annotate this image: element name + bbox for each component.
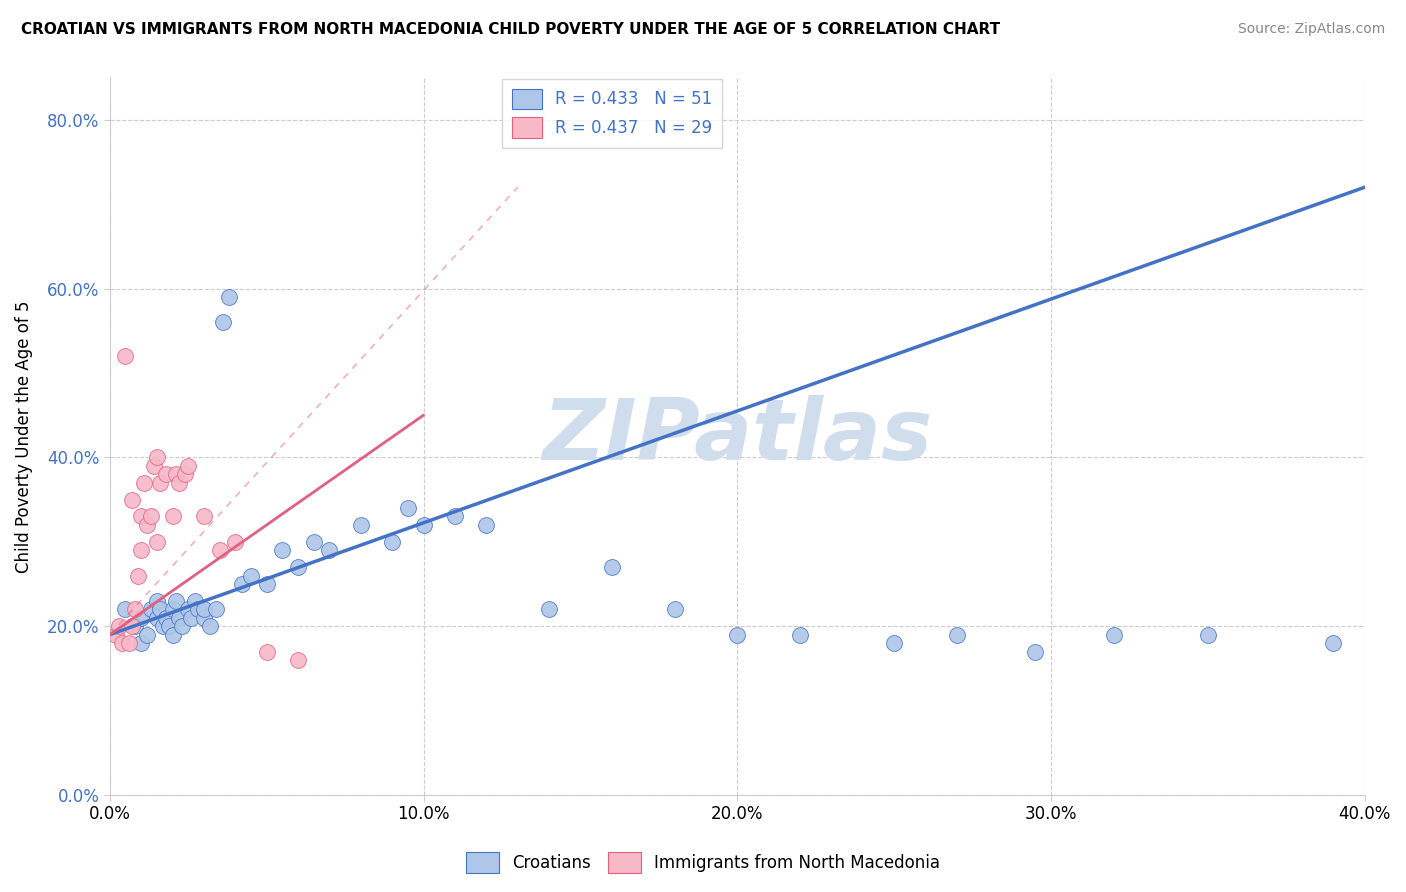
Point bbox=[108, 619, 131, 633]
Point bbox=[162, 627, 184, 641]
Point bbox=[121, 492, 143, 507]
Point bbox=[146, 611, 169, 625]
Point bbox=[475, 517, 498, 532]
Point bbox=[146, 450, 169, 465]
Point bbox=[136, 517, 159, 532]
Legend: R = 0.433   N = 51, R = 0.437   N = 29: R = 0.433 N = 51, R = 0.437 N = 29 bbox=[502, 78, 723, 147]
Point bbox=[200, 619, 222, 633]
Point bbox=[149, 602, 172, 616]
Point bbox=[155, 611, 177, 625]
Point bbox=[139, 509, 162, 524]
Point bbox=[114, 602, 136, 616]
Point bbox=[193, 509, 215, 524]
Point bbox=[208, 543, 231, 558]
Point bbox=[177, 458, 200, 473]
Point bbox=[114, 349, 136, 363]
Point bbox=[117, 636, 139, 650]
Legend: Croatians, Immigrants from North Macedonia: Croatians, Immigrants from North Macedon… bbox=[458, 846, 948, 880]
Point bbox=[129, 543, 152, 558]
Point bbox=[187, 602, 209, 616]
Point bbox=[124, 602, 146, 616]
Point bbox=[271, 543, 294, 558]
Point bbox=[396, 501, 419, 516]
Point bbox=[444, 509, 467, 524]
Point bbox=[183, 594, 205, 608]
Point bbox=[157, 619, 180, 633]
Point bbox=[318, 543, 340, 558]
Point bbox=[1197, 627, 1219, 641]
Point bbox=[1102, 627, 1125, 641]
Point bbox=[946, 627, 969, 641]
Point bbox=[129, 509, 152, 524]
Point bbox=[105, 627, 128, 641]
Point bbox=[167, 475, 190, 490]
Point bbox=[124, 619, 146, 633]
Point bbox=[789, 627, 811, 641]
Point bbox=[134, 475, 156, 490]
Point bbox=[146, 594, 169, 608]
Text: ZIPatlas: ZIPatlas bbox=[543, 395, 932, 478]
Point bbox=[174, 467, 197, 482]
Point bbox=[121, 619, 143, 633]
Point bbox=[240, 568, 263, 582]
Point bbox=[180, 611, 202, 625]
Point bbox=[664, 602, 686, 616]
Point bbox=[149, 475, 172, 490]
Point bbox=[381, 534, 404, 549]
Point bbox=[256, 577, 278, 591]
Point bbox=[152, 619, 174, 633]
Point bbox=[167, 611, 190, 625]
Point bbox=[205, 602, 228, 616]
Point bbox=[165, 594, 187, 608]
Point bbox=[600, 560, 623, 574]
Y-axis label: Child Poverty Under the Age of 5: Child Poverty Under the Age of 5 bbox=[15, 300, 32, 573]
Point bbox=[211, 315, 233, 329]
Point bbox=[224, 534, 246, 549]
Point bbox=[165, 467, 187, 482]
Point bbox=[111, 636, 134, 650]
Point bbox=[1024, 644, 1046, 658]
Point bbox=[129, 611, 152, 625]
Point bbox=[538, 602, 561, 616]
Point bbox=[142, 458, 165, 473]
Point bbox=[193, 602, 215, 616]
Point bbox=[139, 602, 162, 616]
Point bbox=[287, 653, 309, 667]
Point bbox=[218, 290, 240, 304]
Point bbox=[155, 467, 177, 482]
Point bbox=[127, 568, 149, 582]
Point bbox=[170, 619, 193, 633]
Point bbox=[412, 517, 434, 532]
Point bbox=[129, 636, 152, 650]
Point bbox=[725, 627, 748, 641]
Point bbox=[287, 560, 309, 574]
Point bbox=[162, 602, 184, 616]
Point bbox=[302, 534, 325, 549]
Point bbox=[256, 644, 278, 658]
Text: Source: ZipAtlas.com: Source: ZipAtlas.com bbox=[1237, 22, 1385, 37]
Point bbox=[231, 577, 253, 591]
Point bbox=[193, 611, 215, 625]
Point bbox=[883, 636, 905, 650]
Point bbox=[136, 627, 159, 641]
Point bbox=[1322, 636, 1344, 650]
Point bbox=[177, 602, 200, 616]
Point bbox=[146, 534, 169, 549]
Text: CROATIAN VS IMMIGRANTS FROM NORTH MACEDONIA CHILD POVERTY UNDER THE AGE OF 5 COR: CROATIAN VS IMMIGRANTS FROM NORTH MACEDO… bbox=[21, 22, 1000, 37]
Point bbox=[162, 509, 184, 524]
Point bbox=[350, 517, 373, 532]
